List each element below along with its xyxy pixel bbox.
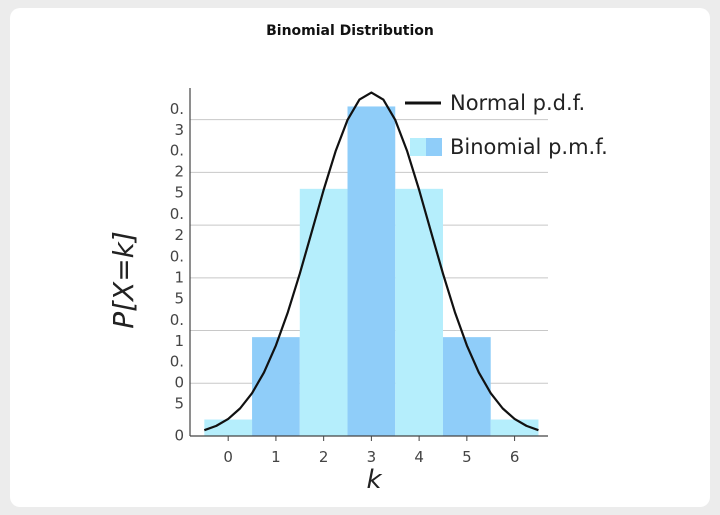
legend-label: Binomial p.m.f.: [450, 135, 608, 159]
x-tick-label: 6: [510, 448, 520, 466]
x-tick-label: 2: [319, 448, 329, 466]
x-tick-label: 3: [367, 448, 377, 466]
y-tick-label: 0.25: [169, 141, 184, 202]
y-tick-label: 0.1: [169, 310, 184, 350]
legend-swatch: [410, 138, 426, 156]
x-tick-label: 1: [271, 448, 281, 466]
x-tick-label: 5: [462, 448, 472, 466]
bar: [347, 106, 396, 437]
x-tick-label: 0: [223, 448, 233, 466]
bar: [395, 188, 443, 436]
bar: [442, 337, 491, 436]
bar: [490, 419, 539, 436]
bar: [204, 419, 253, 436]
x-axis-label: k: [366, 465, 382, 495]
legend-label: Normal p.d.f.: [450, 91, 585, 115]
chart-title: Binomial Distribution: [266, 23, 434, 39]
y-tick-label: 0.3: [169, 99, 184, 139]
y-tick-label: 0.05: [169, 352, 184, 413]
y-tick-label: 0: [174, 426, 184, 445]
pdf-curve: [203, 91, 539, 432]
y-axis-label: P[X=k]: [107, 231, 140, 329]
bar: [299, 188, 348, 436]
legend-swatch: [426, 138, 442, 156]
y-tick-label: 0.2: [169, 205, 184, 245]
bar: [252, 337, 300, 436]
y-tick-label: 0.15: [169, 247, 184, 308]
x-tick-label: 4: [414, 448, 424, 466]
